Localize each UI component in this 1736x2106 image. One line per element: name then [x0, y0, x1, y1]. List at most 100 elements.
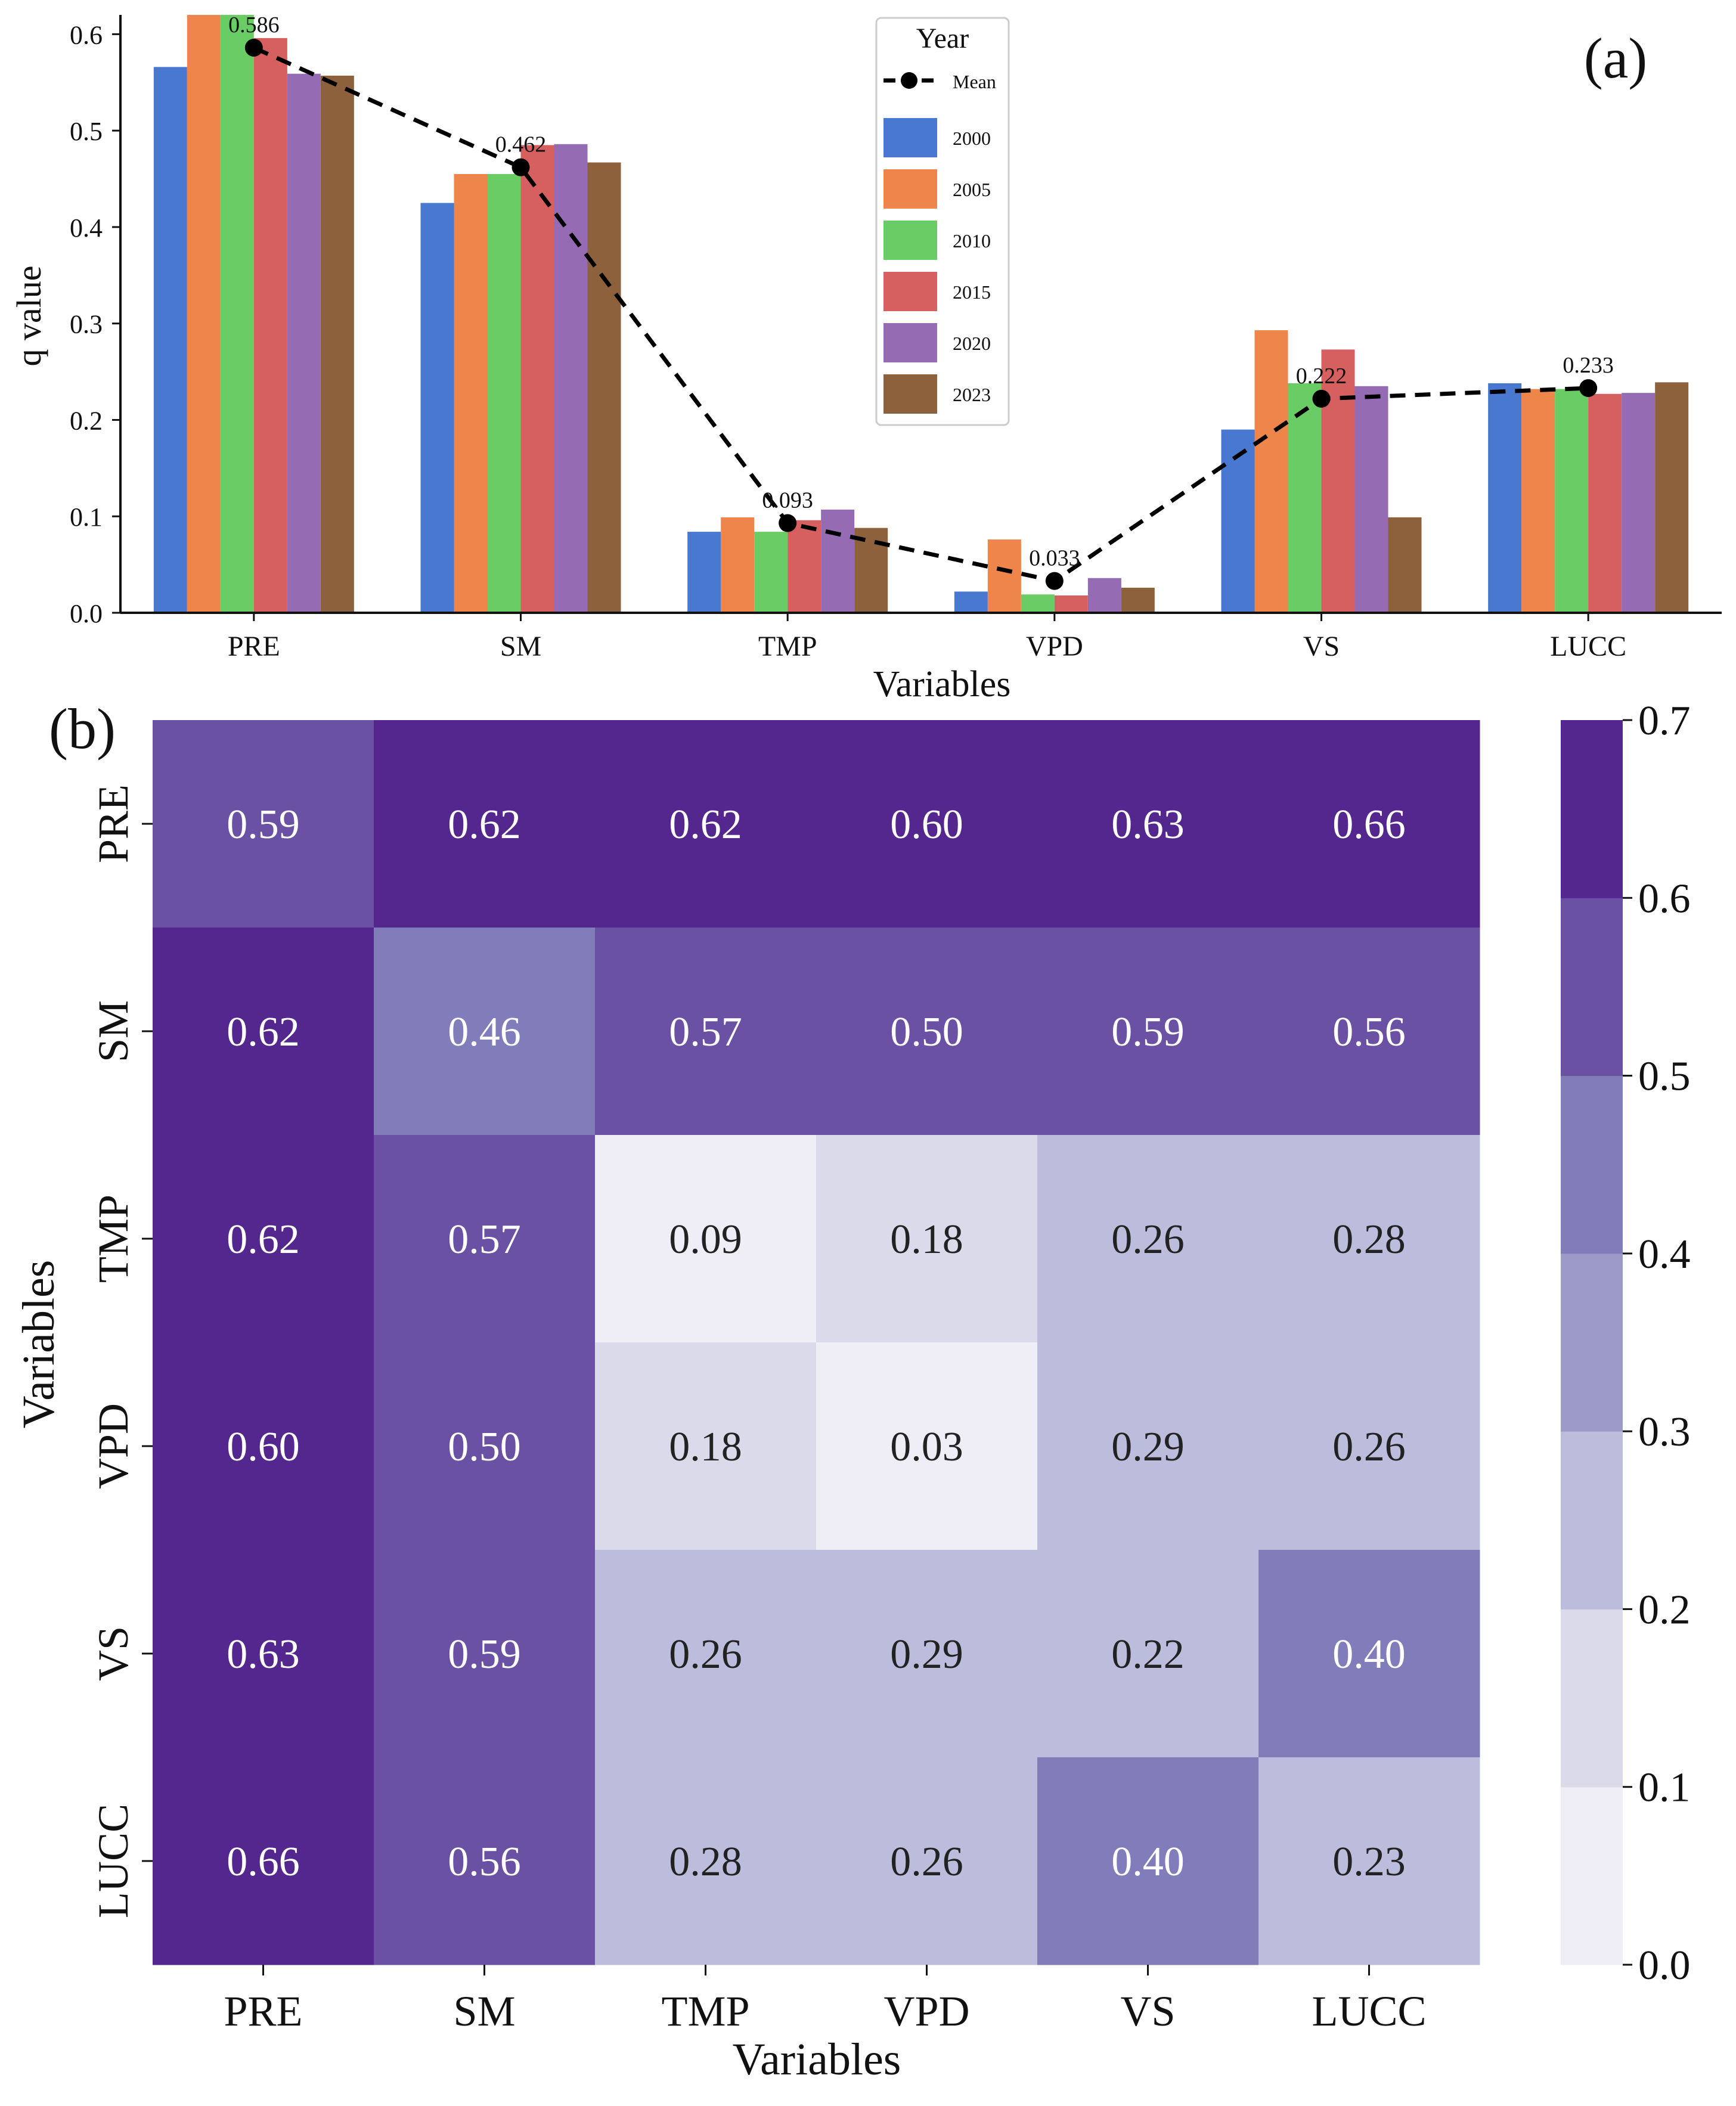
row-tick-label: PRE	[89, 784, 137, 863]
colorbar-segment	[1561, 1431, 1623, 1609]
bar-2015-VPD	[1054, 595, 1088, 613]
heatmap-cell-PRE-PRE	[153, 720, 374, 928]
legend-label-2005: 2005	[953, 179, 991, 200]
mean-data-label: 0.093	[762, 488, 813, 513]
mean-point	[512, 158, 530, 176]
heatmap-cells: 0.59 0.62 0.62 0.60 0.63 0.66 0.62 0.46 0.57 0.50…	[89, 720, 1480, 2035]
heatmap-cell-label: 0.57	[448, 1217, 521, 1263]
bar-2020-VS	[1354, 386, 1388, 613]
heatmap-cell-SM-PRE	[153, 928, 374, 1136]
panel-label-b: (b)	[49, 697, 116, 761]
y-tick-label: 0.1	[70, 503, 103, 532]
heatmap-cell-SM-VPD	[816, 928, 1038, 1136]
mean-line	[253, 45, 1589, 584]
heatmap-cell-label: 0.03	[890, 1424, 963, 1470]
bar-2015-PRE	[253, 38, 287, 613]
x-tick-label: VS	[1303, 631, 1340, 662]
heatmap-cell-LUCC-SM	[374, 1757, 596, 1965]
heatmap-cell-TMP-TMP	[595, 1135, 817, 1343]
y-tick-label: 0.2	[70, 406, 103, 435]
heatmap-xlabel: Variables	[733, 2034, 901, 2085]
heatmap-cell-PRE-SM	[374, 720, 596, 928]
heatmap-cell-VS-LUCC	[1258, 1550, 1480, 1758]
heatmap-cell-VS-SM	[374, 1550, 596, 1758]
heatmap-cell-label: 0.56	[448, 1839, 521, 1885]
x-tick-label: VPD	[1026, 631, 1083, 662]
bar-2000-VPD	[954, 591, 988, 613]
mean-data-label: 0.233	[1563, 353, 1614, 378]
colorbar-tick-label: 0.3	[1638, 1409, 1691, 1455]
heatmap-cell-label: 0.63	[1111, 802, 1185, 848]
heatmap-cell-LUCC-TMP	[595, 1757, 817, 1965]
y-tick-label: 0.5	[70, 117, 103, 146]
mean-data-label: 0.222	[1296, 364, 1347, 389]
bar-2005-TMP	[721, 517, 755, 613]
legend-label-2010: 2010	[953, 230, 991, 252]
heatmap-cell-label: 0.60	[890, 802, 963, 848]
heatmap-cell-label: 0.62	[227, 1217, 300, 1263]
legend-swatch-2023	[884, 374, 937, 414]
bar-2000-VS	[1221, 429, 1255, 613]
heatmap-cell-label: 0.59	[227, 802, 300, 848]
colorbar-tick-label: 0.7	[1638, 698, 1691, 744]
bar-2020-SM	[554, 144, 588, 613]
x-tick-label: PRE	[228, 631, 280, 662]
colorbar-segment	[1561, 1786, 1623, 1965]
mean-data-label: 0.586	[228, 13, 280, 38]
bar-chart-ylabel: q value	[10, 265, 48, 366]
mean-data-label: 0.033	[1029, 546, 1080, 571]
colorbar-tick-label: 0.5	[1638, 1054, 1691, 1100]
heatmap-cell-SM-LUCC	[1258, 928, 1480, 1136]
x-tick-label: LUCC	[1550, 631, 1626, 662]
heatmap-cell-TMP-VS	[1037, 1135, 1259, 1343]
heatmap-cell-SM-SM	[374, 928, 596, 1136]
heatmap-cell-label: 0.57	[669, 1009, 742, 1055]
colorbar-tick-label: 0.4	[1638, 1232, 1691, 1277]
bar-2010-TMP	[754, 532, 788, 613]
heatmap-cell-label: 0.60	[227, 1424, 300, 1470]
bar-2010-VS	[1288, 383, 1322, 613]
bar-2020-TMP	[821, 509, 855, 613]
heatmap-panel: (b) 0.59 0.62 0.62 0.60 0.63 0.66 0.62 0.46 0.57…	[14, 697, 1691, 2085]
legend-swatch-2005	[884, 169, 937, 209]
heatmap-ylabel: Variables	[14, 1260, 64, 1429]
bar-2020-LUCC	[1622, 393, 1656, 613]
heatmap-cell-label: 0.29	[890, 1632, 963, 1677]
heatmap-cell-label: 0.40	[1332, 1632, 1406, 1677]
x-tick-label: SM	[500, 631, 541, 662]
mean-point	[244, 39, 263, 57]
colorbar-segment	[1561, 1253, 1623, 1432]
legend-mean-label: Mean	[953, 71, 996, 92]
heatmap-cell-VPD-LUCC	[1258, 1342, 1480, 1550]
bar-2005-SM	[454, 173, 488, 613]
heatmap-cell-label: 0.63	[227, 1632, 300, 1677]
heatmap-cell-TMP-LUCC	[1258, 1135, 1480, 1343]
bar-2023-VS	[1388, 517, 1422, 613]
bar-2000-PRE	[153, 67, 187, 613]
heatmap-cell-VS-VS	[1037, 1550, 1259, 1758]
bar-2010-PRE	[220, 15, 254, 613]
bar-chart-panel: (a) 0.0 0.1 0.2 0.3 0.4 0.5 0.6 PRE SM TMP VPD VS LU…	[10, 13, 1722, 705]
bar-chart-xlabel: Variables	[873, 664, 1011, 705]
bar-2000-TMP	[687, 532, 721, 613]
bar-2023-LUCC	[1655, 382, 1689, 613]
heatmap-cell-VS-TMP	[595, 1550, 817, 1758]
heatmap-cell-label: 0.09	[669, 1217, 742, 1263]
heatmap-cell-LUCC-LUCC	[1258, 1757, 1480, 1965]
bar-2010-LUCC	[1555, 389, 1589, 613]
bar-2023-PRE	[320, 75, 354, 613]
colorbar-tick-label: 0.0	[1638, 1943, 1691, 1989]
bar-2005-LUCC	[1521, 389, 1555, 613]
row-tick-label: VPD	[89, 1403, 137, 1489]
legend-label-2020: 2020	[953, 333, 991, 354]
heatmap-cell-label: 0.26	[1332, 1424, 1406, 1470]
heatmap-cell-label: 0.46	[448, 1009, 521, 1055]
bar-2000-LUCC	[1488, 383, 1522, 613]
bar-2010-VPD	[1021, 594, 1055, 613]
heatmap-cell-SM-TMP	[595, 928, 817, 1136]
col-tick-label: PRE	[224, 1987, 302, 2035]
legend-label-2015: 2015	[953, 281, 991, 303]
mean-point	[1045, 572, 1064, 590]
bar-2020-VPD	[1087, 578, 1121, 613]
